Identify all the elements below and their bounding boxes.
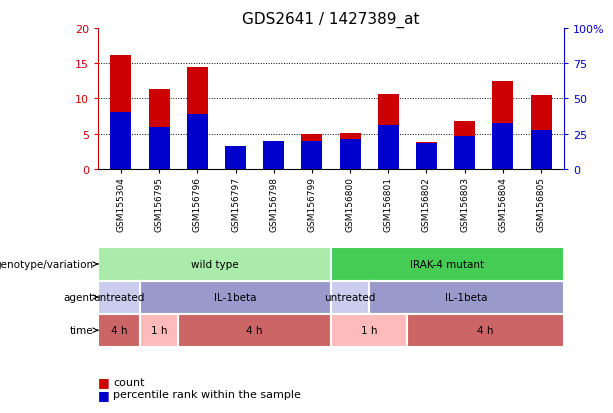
Text: untreated: untreated bbox=[93, 292, 145, 302]
Bar bbox=[149, 127, 170, 169]
Bar bbox=[140, 314, 178, 347]
Text: untreated: untreated bbox=[324, 292, 376, 302]
Bar bbox=[225, 147, 246, 169]
Title: GDS2641 / 1427389_at: GDS2641 / 1427389_at bbox=[242, 12, 420, 28]
Bar bbox=[408, 314, 564, 347]
Bar bbox=[492, 82, 513, 169]
Text: 1 h: 1 h bbox=[361, 325, 378, 335]
Bar bbox=[140, 281, 331, 314]
Bar bbox=[187, 67, 208, 169]
Bar bbox=[225, 152, 246, 169]
Bar bbox=[187, 114, 208, 169]
Text: time: time bbox=[70, 325, 93, 335]
Bar bbox=[263, 141, 284, 169]
Bar bbox=[340, 140, 360, 169]
Bar bbox=[178, 314, 331, 347]
Text: count: count bbox=[113, 377, 145, 387]
Bar bbox=[331, 248, 564, 281]
Text: ■: ■ bbox=[98, 388, 110, 401]
Bar bbox=[340, 133, 360, 169]
Text: wild type: wild type bbox=[191, 259, 238, 269]
Bar bbox=[416, 142, 437, 169]
Bar bbox=[454, 121, 475, 169]
Text: ■: ■ bbox=[98, 375, 110, 389]
Bar bbox=[331, 281, 369, 314]
Text: genotype/variation: genotype/variation bbox=[0, 259, 93, 269]
Text: 4 h: 4 h bbox=[246, 325, 263, 335]
Bar bbox=[378, 95, 399, 169]
Bar bbox=[98, 248, 331, 281]
Bar bbox=[302, 141, 322, 169]
Bar bbox=[331, 314, 408, 347]
Bar bbox=[110, 113, 132, 169]
Bar bbox=[454, 136, 475, 169]
Bar bbox=[530, 95, 552, 169]
Bar bbox=[302, 134, 322, 169]
Text: agent: agent bbox=[63, 292, 93, 302]
Bar bbox=[263, 142, 284, 169]
Text: 4 h: 4 h bbox=[478, 325, 494, 335]
Bar bbox=[378, 126, 399, 169]
Bar bbox=[149, 89, 170, 169]
Bar bbox=[530, 131, 552, 169]
Text: 1 h: 1 h bbox=[151, 325, 167, 335]
Text: IRAK-4 mutant: IRAK-4 mutant bbox=[411, 259, 484, 269]
Bar bbox=[110, 56, 132, 169]
Bar bbox=[98, 314, 140, 347]
Bar bbox=[416, 144, 437, 169]
Text: 4 h: 4 h bbox=[111, 325, 128, 335]
Text: IL-1beta: IL-1beta bbox=[445, 292, 488, 302]
Text: IL-1beta: IL-1beta bbox=[215, 292, 257, 302]
Bar bbox=[98, 281, 140, 314]
Bar bbox=[492, 123, 513, 169]
Bar bbox=[369, 281, 564, 314]
Text: percentile rank within the sample: percentile rank within the sample bbox=[113, 389, 301, 399]
